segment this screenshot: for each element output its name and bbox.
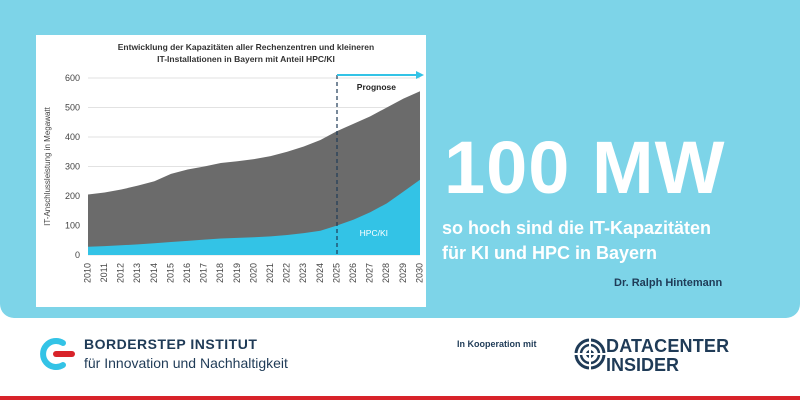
x-tick-label: 2017	[199, 263, 209, 283]
footer-accent-line	[0, 396, 800, 400]
x-tick-label: 2025	[331, 263, 341, 283]
subtitle-line2: für KI und HPC in Bayern	[442, 243, 658, 263]
forecast-label: Prognose	[357, 82, 396, 92]
x-tick-label: 2020	[248, 263, 258, 283]
partner-name-line2: INSIDER	[606, 355, 680, 375]
cooperation-label: In Kooperation mit	[457, 339, 537, 349]
subtitle-line1: so hoch sind die IT-Kapazitäten	[442, 218, 712, 238]
y-tick-label: 600	[65, 73, 80, 83]
x-tick-label: 2010	[82, 263, 92, 283]
area-chart: 0 100 200 300 400 500 600 2010 2011 2012 2013 2014 2…	[43, 71, 424, 283]
chart-title-line2: IT-Installationen in Bayern mit Anteil H…	[157, 54, 335, 64]
forecast-arrow-head	[416, 71, 424, 79]
y-tick-label: 300	[65, 162, 80, 172]
chart-title-line1: Entwicklung der Kapazitäten aller Rechen…	[117, 42, 375, 52]
y-axis-label: IT-Anschlussleistung in Megawatt	[43, 106, 52, 226]
x-tick-label: 2022	[282, 263, 292, 283]
x-tick-label: 2030	[414, 263, 424, 283]
headline-subtitle: so hoch sind die IT-Kapazitäten für KI u…	[442, 216, 792, 266]
x-tick-label: 2021	[265, 263, 275, 283]
borderstep-logo-icon	[40, 338, 75, 370]
x-tick-label: 2014	[149, 263, 159, 283]
x-tick-label: 2011	[99, 263, 109, 282]
y-tick-label: 200	[65, 191, 80, 201]
x-tick-label: 2016	[182, 263, 192, 283]
institute-tagline: für Innovation und Nachhaltigkeit	[84, 355, 288, 371]
author-name: Dr. Ralph Hintemann	[614, 277, 723, 289]
x-tick-label: 2028	[381, 263, 391, 283]
x-tick-label: 2013	[132, 263, 142, 283]
headline-value: 100 MW	[444, 126, 726, 209]
x-tick-label: 2026	[348, 263, 358, 283]
x-tick-label: 2027	[365, 263, 375, 283]
x-tick-label: 2012	[116, 263, 126, 283]
x-tick-label: 2029	[398, 263, 408, 283]
y-tick-label: 100	[65, 221, 80, 231]
x-tick-label: 2023	[298, 263, 308, 283]
partner-name-line1: DATACENTER	[606, 336, 730, 356]
datacenter-insider-logo-icon	[574, 336, 606, 372]
x-tick-label: 2024	[315, 263, 325, 283]
x-tick-label: 2019	[232, 263, 242, 283]
y-tick-label: 0	[75, 250, 80, 260]
y-tick-label: 400	[65, 132, 80, 142]
x-tick-label: 2015	[165, 263, 175, 283]
institute-name: BORDERSTEP INSTITUT	[84, 336, 258, 352]
y-tick-label: 500	[65, 103, 80, 113]
series-label-hpc-ki: HPC/KI	[360, 228, 388, 238]
chart-card: 0 100 200 300 400 500 600 2010 2011 2012 2013 2014 2…	[36, 35, 426, 307]
x-tick-label: 2018	[215, 263, 225, 283]
chart-title: Entwicklung der Kapazitäten aller Rechen…	[76, 41, 416, 65]
